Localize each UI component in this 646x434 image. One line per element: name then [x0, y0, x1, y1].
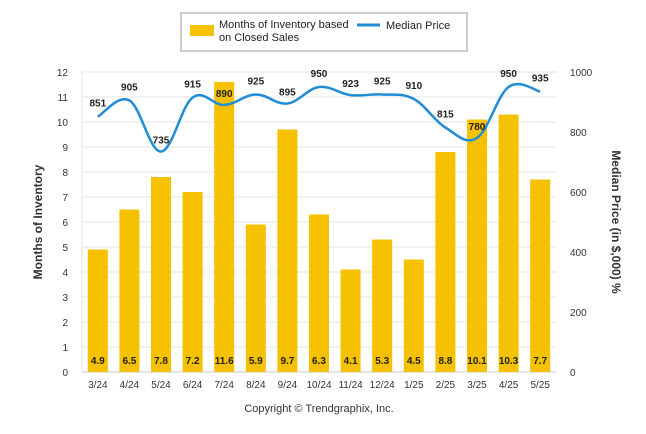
y2-axis-title: Median Price (in $,000) % [609, 150, 623, 294]
median-price-line[interactable] [97, 82, 541, 153]
x-tick-label: 4/25 [499, 380, 519, 391]
median-price-label: 815 [437, 110, 454, 121]
median-price-label: 925 [247, 77, 264, 88]
inventory-bar[interactable] [372, 239, 393, 373]
bar-value-label: 7.7 [533, 356, 547, 367]
x-tick-label: 9/24 [278, 380, 298, 391]
median-price-label: 910 [405, 81, 422, 92]
bar-value-label: 8.8 [438, 356, 452, 367]
inventory-bar[interactable] [277, 129, 298, 373]
y2-tick-label: 800 [570, 128, 587, 139]
y2-tick-label: 1000 [570, 68, 593, 79]
y-tick-label: 3 [62, 293, 68, 304]
y2-tick-label: 200 [570, 308, 587, 319]
legend-line-label: Median Price [386, 20, 450, 32]
inventory-bar[interactable] [119, 209, 140, 373]
y-tick-label: 1 [62, 343, 68, 354]
bar-value-label: 6.3 [312, 356, 326, 367]
y2-tick-label: 400 [570, 248, 587, 259]
x-tick-label: 7/24 [214, 380, 234, 391]
x-tick-label: 3/25 [467, 380, 487, 391]
copyright-text: Copyright © Trendgraphix, Inc. [244, 403, 393, 415]
median-price-label: 923 [342, 79, 359, 90]
y-tick-label: 6 [62, 218, 68, 229]
bar-value-label: 4.1 [344, 356, 358, 367]
x-tick-label: 3/24 [88, 380, 108, 391]
inventory-bar[interactable] [309, 214, 329, 373]
median-price-label: 895 [279, 88, 296, 99]
legend-bar-label: Months of Inventory based [219, 19, 349, 31]
bar-value-label: 6.5 [122, 356, 136, 367]
x-tick-label: 1/25 [404, 380, 424, 391]
median-price-label: 780 [469, 122, 486, 133]
y-tick-label: 8 [62, 168, 68, 179]
bar-value-label: 5.3 [375, 356, 389, 367]
y-tick-label: 4 [62, 268, 68, 279]
median-price-label: 950 [500, 69, 517, 80]
bar-value-label: 9.7 [280, 356, 294, 367]
inventory-bar[interactable] [245, 224, 266, 373]
legend-box [180, 12, 468, 52]
y-tick-label: 5 [62, 243, 68, 254]
median-price-label: 851 [89, 99, 106, 110]
y-tick-label: 10 [57, 118, 69, 129]
inventory-bar[interactable] [435, 152, 456, 372]
y2-tick-label: 0 [570, 368, 576, 379]
x-tick-label: 8/24 [246, 380, 266, 391]
median-price-label: 915 [184, 80, 201, 91]
y-tick-label: 11 [58, 93, 69, 104]
bar-value-label: 10.3 [499, 356, 519, 367]
x-tick-label: 6/24 [183, 380, 203, 391]
y-tick-label: 9 [62, 143, 68, 154]
y-tick-label: 12 [57, 68, 69, 79]
bar-value-label: 10.1 [467, 356, 487, 367]
bar-value-label: 5.9 [249, 356, 263, 367]
bar-value-label: 7.2 [186, 356, 200, 367]
median-price-label: 950 [311, 69, 328, 80]
inventory-bar[interactable] [182, 192, 203, 372]
median-price-label: 735 [153, 136, 170, 147]
median-price-label: 935 [532, 74, 549, 85]
inventory-bar[interactable] [340, 269, 361, 373]
bar-value-label: 11.6 [215, 356, 234, 367]
x-tick-label: 11/24 [338, 380, 363, 391]
x-tick-label: 4/24 [120, 380, 140, 391]
median-price-label: 890 [216, 89, 233, 100]
x-tick-label: 10/24 [306, 380, 331, 391]
inventory-bar[interactable] [403, 259, 424, 373]
inventory-bar[interactable] [498, 114, 519, 373]
inventory-bar[interactable] [151, 177, 171, 372]
y-axis-title: Months of Inventory [31, 164, 45, 279]
x-tick-label: 12/24 [370, 380, 395, 391]
x-tick-label: 5/24 [151, 380, 171, 391]
y-tick-label: 2 [62, 318, 68, 329]
y-tick-label: 7 [62, 193, 68, 204]
y2-tick-label: 600 [570, 188, 587, 199]
x-tick-label: 5/25 [530, 380, 550, 391]
bar-value-label: 4.5 [407, 356, 421, 367]
inventory-bar[interactable] [467, 119, 487, 373]
x-tick-label: 2/25 [436, 380, 456, 391]
inventory-bar[interactable] [214, 82, 235, 372]
bar-value-label: 4.9 [91, 356, 105, 367]
y-tick-label: 0 [62, 368, 68, 379]
legend-bar-swatch [190, 25, 214, 36]
inventory-bar[interactable] [530, 179, 551, 373]
inventory-bar[interactable] [87, 249, 108, 373]
median-price-label: 925 [374, 77, 391, 88]
legend-bar-label: on Closed Sales [219, 32, 300, 44]
median-price-label: 905 [121, 83, 138, 94]
bar-value-label: 7.8 [154, 356, 168, 367]
